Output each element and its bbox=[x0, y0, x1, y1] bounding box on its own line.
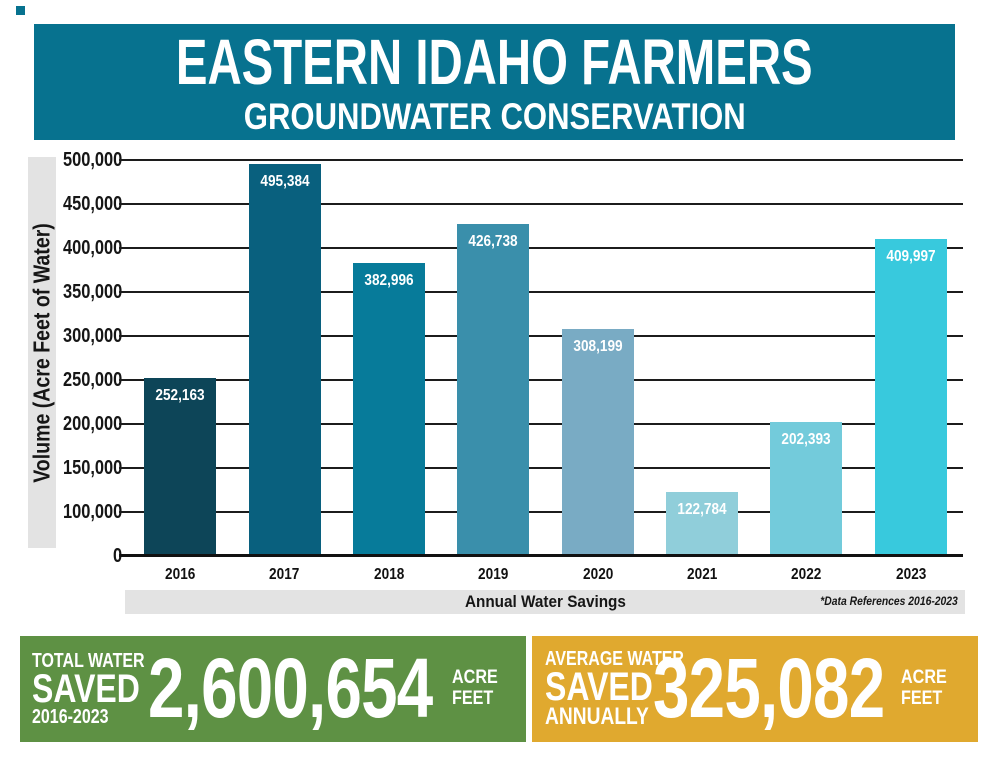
total-label-line1: TOTAL WATER bbox=[32, 649, 145, 672]
total-label-line3: 2016-2023 bbox=[32, 706, 109, 729]
bar-value-label-2019: 426,738 bbox=[468, 233, 518, 251]
x-axis-strip: Annual Water Savings *Data References 20… bbox=[125, 590, 965, 614]
bar-slot-2022: 202,393 2022 bbox=[754, 160, 858, 583]
gridline-150000 bbox=[119, 467, 963, 469]
bar-slot-2020: 308,199 2020 bbox=[546, 160, 650, 583]
x-tick-label-2019: 2019 bbox=[478, 566, 509, 583]
y-tick-label-0: 0 bbox=[112, 545, 122, 567]
bar-2021: 122,784 bbox=[666, 491, 739, 556]
gridline-400000 bbox=[119, 247, 963, 249]
average-water-saved-value: 325,082 bbox=[653, 641, 885, 736]
bar-slot-2016: 252,163 2016 bbox=[128, 160, 232, 583]
bar-slot-2018: 382,996 2018 bbox=[337, 160, 441, 583]
y-tick-label-400000: 400,000 bbox=[62, 237, 122, 259]
bars: 252,163 2016 495,384 2017 382,996 2018 426,738… bbox=[128, 160, 963, 583]
bar-value-label-2021: 122,784 bbox=[677, 500, 727, 518]
bar-2020: 308,199 bbox=[561, 328, 634, 556]
bar-2019: 426,738 bbox=[457, 224, 530, 556]
bar-value-label-2018: 382,996 bbox=[364, 271, 414, 289]
x-tick-label-2016: 2016 bbox=[165, 566, 196, 583]
x-axis-title: Annual Water Savings bbox=[464, 592, 626, 611]
data-reference-footnote: *Data References 2016-2023 bbox=[820, 596, 958, 608]
bar-chart: 252,163 2016 495,384 2017 382,996 2018 426,738… bbox=[119, 159, 963, 583]
average-label-line1: AVERAGE WATER bbox=[545, 647, 684, 670]
bar-value-label-2016: 252,163 bbox=[155, 387, 205, 405]
total-card-labels: TOTAL WATER SAVED 2016-2023 bbox=[32, 649, 145, 729]
total-water-saved-card: TOTAL WATER SAVED 2016-2023 2,600,654 AC… bbox=[20, 636, 526, 742]
total-unit-line2: FEET bbox=[452, 688, 494, 709]
corner-mark bbox=[16, 6, 25, 15]
average-water-saved-card: AVERAGE WATER SAVED ANNUALLY 325,082 ACR… bbox=[532, 636, 978, 742]
average-unit: ACRE FEET bbox=[901, 668, 947, 709]
x-tick-label-2017: 2017 bbox=[269, 566, 300, 583]
bar-value-label-2023: 409,997 bbox=[886, 248, 936, 266]
bar-value-label-2020: 308,199 bbox=[573, 337, 623, 355]
gridline-500000 bbox=[119, 159, 963, 161]
y-axis-ticks: 500,000 450,000 400,000 350,000 300,000 250,0… bbox=[50, 149, 122, 567]
x-tick-label-2023: 2023 bbox=[895, 566, 926, 583]
average-unit-line2: FEET bbox=[901, 688, 943, 709]
total-label-line2: SAVED bbox=[32, 666, 140, 711]
page-subtitle: GROUNDWATER CONSERVATION bbox=[243, 95, 746, 137]
bar-slot-2021: 122,784 2021 bbox=[650, 160, 754, 583]
bar-2022: 202,393 bbox=[770, 421, 843, 556]
total-unit: ACRE FEET bbox=[452, 668, 498, 709]
y-tick-label-150000: 150,000 bbox=[62, 457, 122, 479]
bar-value-label-2022: 202,393 bbox=[781, 430, 832, 448]
bar-slot-2023: 409,997 2023 bbox=[859, 160, 963, 583]
gridline-100000 bbox=[119, 511, 963, 513]
bar-2017: 495,384 bbox=[248, 164, 321, 556]
y-tick-label-300000: 300,000 bbox=[62, 325, 122, 347]
bar-2023: 409,997 bbox=[874, 239, 947, 556]
average-label-line2: SAVED bbox=[545, 664, 653, 709]
average-value-wrap: 325,082 bbox=[653, 641, 893, 736]
y-tick-label-200000: 200,000 bbox=[62, 413, 122, 435]
bar-2018: 382,996 bbox=[352, 262, 425, 556]
average-label-line3: ANNUALLY bbox=[545, 703, 649, 731]
header-banner: EASTERN IDAHO FARMERS GROUNDWATER CONSER… bbox=[34, 24, 955, 140]
bar-slot-2019: 426,738 2019 bbox=[441, 160, 545, 583]
average-card-labels: AVERAGE WATER SAVED ANNUALLY bbox=[545, 647, 684, 731]
total-value-wrap: 2,600,654 bbox=[148, 641, 444, 736]
page-title: EASTERN IDAHO FARMERS bbox=[176, 25, 813, 98]
y-tick-label-450000: 450,000 bbox=[62, 193, 122, 215]
total-unit-line1: ACRE bbox=[452, 667, 498, 689]
bar-slot-2017: 495,384 2017 bbox=[232, 160, 336, 583]
y-tick-label-500000: 500,000 bbox=[62, 149, 122, 171]
gridline-350000 bbox=[119, 291, 963, 293]
y-axis-label-strip: Volume (Acre Feet of Water) bbox=[28, 157, 56, 548]
gridline-450000 bbox=[119, 203, 963, 205]
gridline-300000 bbox=[119, 335, 963, 337]
y-tick-label-100000: 100,000 bbox=[62, 501, 122, 523]
x-tick-label-2018: 2018 bbox=[373, 566, 405, 583]
gridline-250000 bbox=[119, 379, 963, 381]
x-axis-baseline bbox=[119, 554, 963, 557]
y-tick-label-250000: 250,000 bbox=[62, 369, 122, 391]
average-unit-line1: ACRE bbox=[901, 667, 947, 689]
bar-value-label-2017: 495,384 bbox=[259, 173, 310, 191]
x-tick-label-2022: 2022 bbox=[791, 566, 822, 583]
x-tick-label-2021: 2021 bbox=[686, 566, 718, 583]
y-tick-label-350000: 350,000 bbox=[62, 281, 122, 303]
total-water-saved-value: 2,600,654 bbox=[148, 641, 433, 736]
bar-2016: 252,163 bbox=[144, 378, 217, 556]
gridline-200000 bbox=[119, 423, 963, 425]
x-tick-label-2020: 2020 bbox=[582, 566, 613, 583]
